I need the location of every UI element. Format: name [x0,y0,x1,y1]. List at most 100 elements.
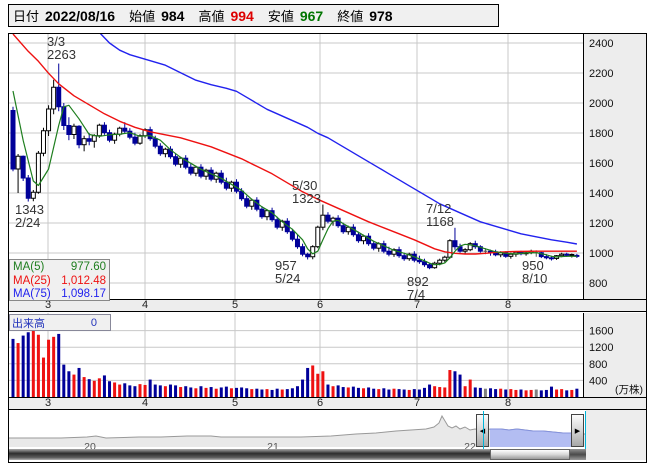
volume-bar [158,385,162,397]
candle [132,136,138,144]
candle [117,127,123,135]
candle [61,106,67,126]
candle [223,181,229,189]
selection-edge-left[interactable] [483,411,484,449]
month-label: 4 [141,299,149,311]
price-axis-label: 2400 [589,38,613,50]
month-label: 7 [413,299,421,311]
candle [147,129,153,140]
scrollbar-thumb[interactable] [490,449,570,460]
volume-bar [372,388,376,397]
candle [264,210,270,218]
low-label: 安値 [267,9,294,24]
volume-bar [422,387,426,397]
volume-bar [108,381,112,397]
volume-bar [41,357,45,397]
volume-bar [534,389,538,397]
candle [421,261,427,266]
candle [15,155,21,170]
volume-bar [163,386,167,397]
nav-left-arrow-button[interactable]: ◀ [476,414,489,447]
volume-bar [489,388,493,397]
volume-axis-label: 400 [589,375,607,387]
candle [40,130,46,154]
selection-edge-right[interactable] [585,411,586,449]
ma5-value: 977.60 [70,261,106,273]
volume-axis-gutter [583,313,646,397]
candle [178,157,184,165]
scrollbar-track[interactable] [9,449,490,460]
low-value: 967 [299,8,324,24]
candle [249,199,255,207]
volume-bar [11,338,15,397]
volume-bar [240,387,244,397]
navigator-selection-line [490,428,572,434]
volume-bar [224,386,228,397]
ma75-line [99,34,578,245]
price-axis-label: 2000 [589,98,613,110]
scrollbar[interactable] [9,449,646,460]
high-value: 994 [230,8,254,24]
volume-bar [57,333,61,397]
candle [305,253,311,258]
volume-bar [316,373,320,397]
price-axis-gutter [583,34,646,299]
candle [564,253,570,256]
volume-bar [255,388,259,397]
chart-annotation: 7/12 1168 [426,201,454,229]
candle [203,169,209,177]
candle [340,225,346,233]
scrollbar-track-end[interactable] [570,449,586,460]
candle [416,259,422,263]
chart-frame: 2400220020001800160014001200100080024002… [8,33,647,463]
candle [239,190,245,200]
candle [96,124,102,137]
volume-bar [433,386,437,397]
candle [86,138,92,142]
year-label: 20 [84,441,96,453]
candle [345,226,351,233]
volume-bar [250,389,254,397]
volume-bar [346,387,350,397]
volume-bar [31,329,35,397]
volume-bar [473,387,477,397]
month-label: 3 [44,397,52,409]
candle [381,243,387,252]
nav-right-arrow-button[interactable]: ▶ [571,414,584,447]
volume-bar [260,389,264,397]
volume-bar [16,343,20,397]
volume-label-box: 出来高 0 [9,314,111,331]
candle [432,262,438,269]
volume-bar [494,389,498,397]
candle [320,214,326,228]
volume-bar [336,385,340,397]
price-axis-label: 1600 [589,158,613,170]
volume-bar [555,389,559,397]
volume-bar [529,389,533,397]
volume-bar [118,384,122,397]
volume-bar [174,385,178,397]
candle [442,256,448,261]
volume-bar [565,390,569,397]
navigator-panel: ◀ ▶ 20 21 22 [9,410,646,460]
volume-bar [138,384,142,397]
volume-bar [341,387,345,397]
candle [259,208,265,218]
candle [452,240,458,248]
volume-bar [62,364,66,397]
navigator-minichart[interactable] [9,410,646,460]
volume-bar [285,389,289,397]
volume-bar [179,387,183,397]
candle [198,166,204,177]
candle [437,259,443,264]
candles-group [10,34,580,270]
navigator-selection-fill[interactable] [9,416,586,447]
volume-value: 0 [90,316,97,329]
volume-bar [184,386,188,397]
month-label: 5 [231,299,239,311]
price-axis-label: 1400 [589,188,613,200]
candle [294,238,300,248]
month-label: 3 [44,299,52,311]
candle [66,125,72,135]
volume-bar [209,387,213,397]
